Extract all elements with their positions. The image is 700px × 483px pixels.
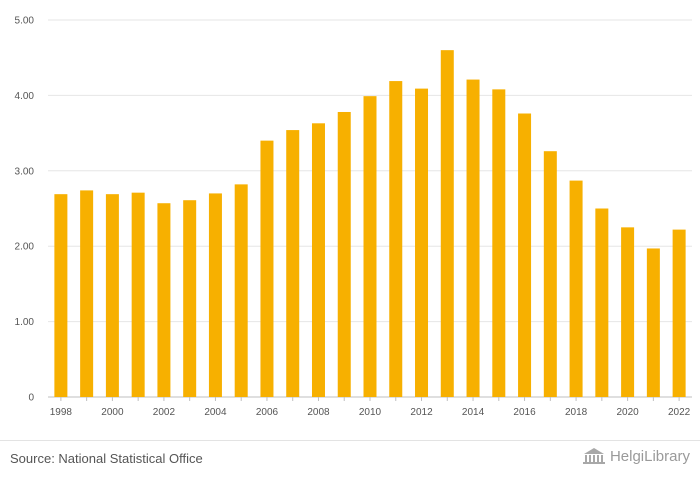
- bar-2011[interactable]: [389, 81, 403, 397]
- bar-2007[interactable]: [286, 130, 300, 397]
- x-tick-label: 2020: [616, 407, 639, 418]
- y-tick-label: 3.00: [15, 166, 35, 177]
- bar-2016[interactable]: [518, 113, 532, 398]
- x-tick-label: 2008: [307, 407, 330, 418]
- x-tick-label: 2022: [668, 407, 691, 418]
- bar-1998[interactable]: [54, 194, 68, 397]
- x-axis-ticks: 1998 2000 2002 2004 2006 2008 2010 2012 2014 2016…: [50, 397, 691, 418]
- y-tick-label: 5.00: [15, 16, 35, 27]
- bar-2008[interactable]: [311, 123, 325, 398]
- bar-2013[interactable]: [440, 50, 454, 397]
- bar-1999[interactable]: [80, 190, 94, 397]
- bar-2009[interactable]: [337, 111, 351, 398]
- source-note: Source: National Statistical Office: [10, 451, 203, 466]
- bar-2015[interactable]: [492, 89, 506, 398]
- brand-logo[interactable]: HelgiLibrary: [582, 447, 690, 465]
- x-tick-label: 2000: [101, 407, 124, 418]
- bar-2020[interactable]: [621, 227, 635, 397]
- bar-2019[interactable]: [595, 208, 609, 398]
- bar-2021[interactable]: [646, 248, 660, 397]
- x-tick-label: 2006: [256, 407, 279, 418]
- x-tick-label: 1998: [50, 407, 73, 418]
- x-tick-label: 2014: [462, 407, 485, 418]
- x-tick-label: 2010: [359, 407, 382, 418]
- x-tick-label: 2018: [565, 407, 588, 418]
- bar-chart: 0 1.00 2.00 3.00 4.00 5.00 1998 2000 2002 2004 20…: [15, 16, 692, 418]
- library-building-icon: [582, 447, 606, 465]
- brand-name: HelgiLibrary: [609, 447, 690, 465]
- y-tick-label: 1.00: [15, 317, 35, 328]
- bars: [54, 50, 686, 398]
- bar-2018[interactable]: [569, 180, 583, 397]
- bar-2004[interactable]: [208, 193, 222, 397]
- y-tick-label: 2.00: [15, 242, 35, 253]
- x-tick-label: 2012: [410, 407, 433, 418]
- bar-2012[interactable]: [415, 88, 429, 398]
- bar-2002[interactable]: [157, 203, 171, 397]
- y-tick-label: 4.00: [15, 91, 35, 102]
- x-tick-label: 2002: [153, 407, 176, 418]
- bar-2001[interactable]: [131, 192, 145, 397]
- bar-2003[interactable]: [183, 200, 197, 397]
- bar-2010[interactable]: [363, 96, 377, 398]
- x-tick-label: 2004: [204, 407, 227, 418]
- bar-2014[interactable]: [466, 79, 480, 397]
- y-tick-label: 0: [28, 393, 34, 404]
- y-axis-ticks: 0 1.00 2.00 3.00 4.00 5.00: [15, 16, 35, 404]
- bar-2005[interactable]: [234, 184, 248, 397]
- bar-2006[interactable]: [260, 140, 274, 397]
- bar-2022[interactable]: [672, 229, 686, 397]
- bar-2017[interactable]: [543, 151, 557, 397]
- bar-2000[interactable]: [105, 194, 119, 397]
- footer-divider: [0, 440, 700, 441]
- x-tick-label: 2016: [513, 407, 536, 418]
